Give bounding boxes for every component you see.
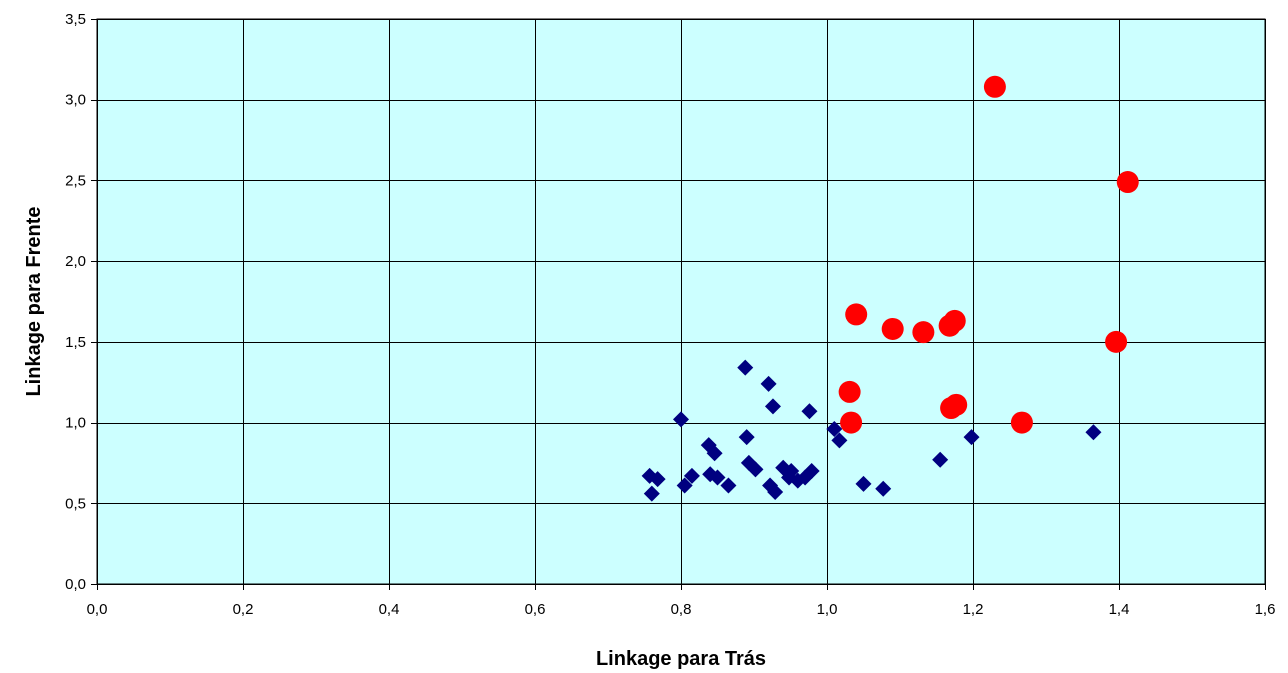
x-tick-label: 1,0 [817, 601, 838, 618]
circle-point [912, 321, 935, 344]
diamond-point [760, 375, 777, 392]
y-axis-title: Linkage para Frente [23, 206, 45, 396]
axis-ticks [91, 19, 1266, 590]
diamond-point [803, 463, 820, 479]
y-tick-label: 3,5 [65, 11, 86, 28]
y-tick-label: 3,0 [65, 92, 86, 109]
diamond-point [676, 477, 693, 494]
diamond-point [764, 398, 781, 415]
circle-point [943, 309, 966, 332]
data-points [641, 75, 1139, 502]
y-tick-label: 2,5 [65, 172, 86, 189]
diamond-point [932, 451, 949, 468]
diamond-point [826, 421, 843, 438]
x-axis-title: Linkage para Trás [596, 648, 766, 670]
x-tick-label: 1,6 [1255, 601, 1276, 618]
y-tick-label: 1,0 [65, 415, 86, 432]
x-tick-label: 0,2 [233, 601, 254, 618]
circle-point [838, 380, 861, 403]
diamond-point [706, 445, 723, 462]
diamond-point [855, 475, 872, 492]
diamond-point [720, 477, 737, 494]
circle-point [1010, 411, 1033, 434]
circle-point [1116, 171, 1139, 194]
diamond-point [831, 432, 848, 449]
x-tick-label: 0,0 [87, 601, 108, 618]
diamond-point [875, 480, 892, 497]
y-tick-label: 0,0 [65, 576, 86, 593]
x-tick-label: 0,4 [379, 601, 400, 618]
circle-point [840, 411, 863, 434]
diamond-point [673, 411, 689, 428]
diamond-point [738, 429, 755, 446]
x-tick-label: 1,2 [963, 601, 984, 618]
diamond-point [737, 359, 754, 376]
diamond-point [709, 469, 726, 486]
circle-point [983, 75, 1006, 98]
diamond-point [783, 463, 800, 479]
y-tick-label: 2,0 [65, 253, 86, 270]
diamond-point [1085, 424, 1102, 441]
diamond-point [747, 461, 764, 478]
x-tick-label: 0,8 [671, 601, 692, 618]
diamond-point [963, 429, 980, 446]
diamond-point [801, 403, 818, 420]
y-tick-labels: 0,0 0,5 1,0 1,5 2,0 2,5 3,0 3,5 [65, 11, 86, 593]
circle-point [945, 393, 968, 416]
circle-point [881, 317, 904, 340]
diamond-point [767, 483, 784, 500]
x-tick-label: 1,4 [1109, 601, 1130, 618]
x-tick-label: 0,6 [525, 601, 546, 618]
circle-point [845, 303, 868, 326]
diamond-point [649, 471, 666, 488]
x-tick-labels: 0,0 0,2 0,4 0,6 0,8 1,0 1,2 1,4 1,6 [87, 601, 1276, 618]
circle-point [1105, 330, 1128, 353]
diamond-point [683, 467, 700, 484]
y-tick-label: 1,5 [65, 334, 86, 351]
y-tick-label: 0,5 [65, 495, 86, 512]
diamond-point [643, 485, 660, 502]
